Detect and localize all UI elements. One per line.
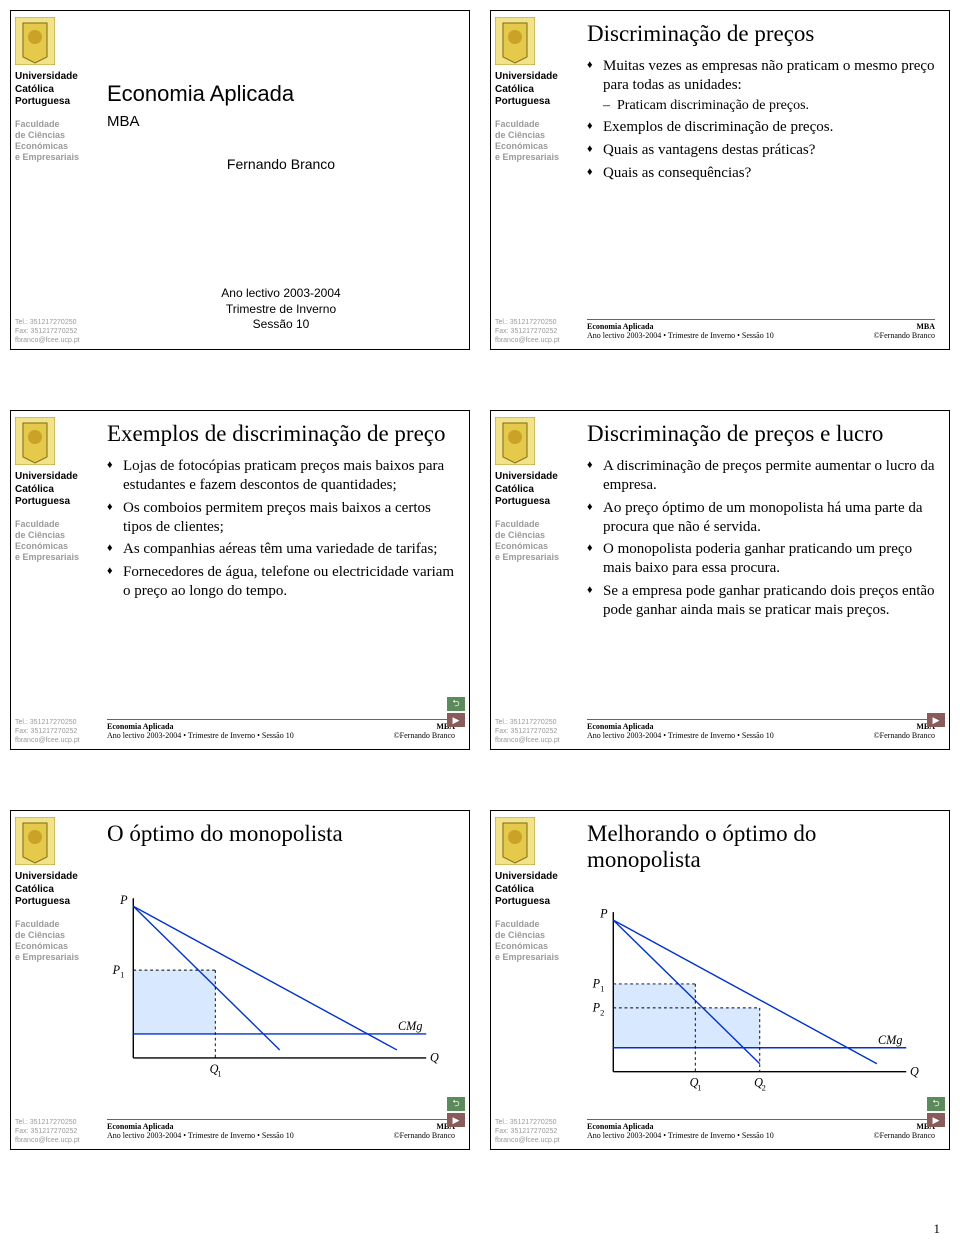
bullet-item: Se a empresa pode ganhar praticando dois…	[587, 582, 935, 620]
cover-subtitle: MBA	[107, 113, 455, 130]
sidebar: UniversidadeCatólicaPortuguesa Faculdade…	[491, 811, 577, 1149]
bullet-item: Ao preço óptimo de um monopolista há uma…	[587, 499, 935, 537]
faculty-name: Faculdadede CiênciasEconómicase Empresar…	[495, 519, 559, 564]
slide-footer: Economia AplicadaAno lectivo 2003-2004 •…	[107, 719, 455, 741]
sidebar: UniversidadeCatólicaPortuguesa Faculdade…	[11, 811, 97, 1149]
chart-svg: PQP1Q1CMg	[107, 857, 445, 1112]
slide-main: Exemplos de discriminação de preço Lojas…	[97, 411, 469, 749]
monopolist-chart: PQP1Q1CMg	[107, 857, 445, 1112]
sub-bullet-item: Praticam discriminação de preços.	[603, 97, 935, 115]
svg-text:CMg: CMg	[878, 1033, 902, 1047]
bullet-list: Muitas vezes as empresas não praticam o …	[587, 57, 935, 186]
bullet-list: Lojas de fotocópias praticam preços mais…	[107, 457, 455, 604]
faculty-name: Faculdadede CiênciasEconómicase Empresar…	[15, 519, 79, 564]
university-crest-icon	[495, 817, 535, 865]
bullet-list: A discriminação de preços permite aument…	[587, 457, 935, 623]
bullet-item: Quais as consequências?	[587, 164, 935, 183]
slide-main: O óptimo do monopolista PQP1Q1CMg ⮌ ▶ Ec…	[97, 811, 469, 1149]
slide-melhorando-optimo: UniversidadeCatólicaPortuguesa Faculdade…	[490, 810, 950, 1150]
slide-title: O óptimo do monopolista	[107, 821, 455, 847]
nav-back-button[interactable]: ⮌	[447, 1097, 465, 1111]
slide-title: Discriminação de preços e lucro	[587, 421, 935, 447]
university-crest-icon	[15, 817, 55, 865]
bullet-item: Exemplos de discriminação de preços.	[587, 118, 935, 137]
cover-author: Fernando Branco	[107, 156, 455, 172]
faculty-name: Faculdade de Ciências Económicas e Empre…	[15, 119, 79, 164]
slide-exemplos: UniversidadeCatólicaPortuguesa Faculdade…	[10, 410, 470, 750]
nav-forward-button[interactable]: ▶	[447, 713, 465, 727]
slide-optimo-monopolista: UniversidadeCatólicaPortuguesa Faculdade…	[10, 810, 470, 1150]
bullet-item: As companhias aéreas têm uma variedade d…	[107, 540, 455, 559]
slide-main: Melhorando o óptimo do monopolista PQP1P…	[577, 811, 949, 1149]
svg-text:P: P	[599, 907, 608, 921]
svg-text:1: 1	[120, 970, 124, 980]
contact-info: Tel.: 351217270250Fax: 351217270252fbran…	[495, 1118, 560, 1145]
svg-text:P: P	[119, 893, 128, 907]
chart-svg: PQP1P2Q1Q2CMg	[587, 884, 925, 1113]
university-crest-icon	[495, 17, 535, 65]
slide-title: Melhorando o óptimo do monopolista	[587, 821, 935, 874]
faculty-name: Faculdadede CiênciasEconómicase Empresar…	[495, 919, 559, 964]
university-crest-icon	[15, 417, 55, 465]
svg-text:Q: Q	[910, 1064, 919, 1078]
faculty-name: Faculdadede CiênciasEconómicase Empresar…	[15, 919, 79, 964]
slide-footer: Economia AplicadaAno lectivo 2003-2004 •…	[587, 319, 935, 341]
nav-back-button[interactable]: ⮌	[447, 697, 465, 711]
slide-footer: Economia AplicadaAno lectivo 2003-2004 •…	[587, 1119, 935, 1141]
university-name: UniversidadeCatólicaPortuguesa	[495, 71, 558, 109]
sidebar: UniversidadeCatólicaPortuguesa Faculdade…	[11, 411, 97, 749]
page-number: 1	[934, 1221, 941, 1237]
slide-main: Discriminação de preços e lucro A discri…	[577, 411, 949, 749]
contact-info: Tel.: 351217270250Fax: 351217270252fbran…	[495, 718, 560, 745]
bullet-item: O monopolista poderia ganhar praticando …	[587, 540, 935, 578]
svg-text:Q: Q	[430, 1051, 439, 1065]
bullet-item: Quais as vantagens destas práticas?	[587, 141, 935, 160]
slide-title: Discriminação de preços	[587, 21, 935, 47]
slide-footer: Economia AplicadaAno lectivo 2003-2004 •…	[107, 1119, 455, 1141]
svg-text:2: 2	[762, 1082, 766, 1092]
sidebar: UniversidadeCatólicaPortuguesa Faculdade…	[491, 11, 577, 349]
university-name: UniversidadeCatólicaPortuguesa	[495, 871, 558, 909]
university-crest-icon	[495, 417, 535, 465]
nav-forward-button[interactable]: ▶	[927, 713, 945, 727]
sidebar: UniversidadeCatólicaPortuguesa Faculdade…	[491, 411, 577, 749]
contact-info: Tel.: 351217270250Fax: 351217270252fbran…	[15, 1118, 80, 1145]
contact-info: Tel.: 351217270250 Fax: 351217270252 fbr…	[15, 318, 80, 345]
university-name: Universidade Católica Portuguesa	[15, 71, 78, 109]
svg-text:CMg: CMg	[398, 1020, 422, 1034]
svg-text:2: 2	[600, 1007, 604, 1017]
monopolist-chart-improved: PQP1P2Q1Q2CMg	[587, 884, 925, 1113]
slide-main: Economia Aplicada MBA Fernando Branco An…	[97, 11, 469, 349]
svg-text:1: 1	[217, 1069, 221, 1079]
slide-footer: Economia AplicadaAno lectivo 2003-2004 •…	[587, 719, 935, 741]
slide-lucro: UniversidadeCatólicaPortuguesa Faculdade…	[490, 410, 950, 750]
slide-discriminacao: UniversidadeCatólicaPortuguesa Faculdade…	[490, 10, 950, 350]
bullet-item: Muitas vezes as empresas não praticam o …	[587, 57, 935, 114]
university-name: UniversidadeCatólicaPortuguesa	[495, 471, 558, 509]
contact-info: Tel.: 351217270250Fax: 351217270252fbran…	[15, 718, 80, 745]
university-name: UniversidadeCatólicaPortuguesa	[15, 471, 78, 509]
bullet-item: Lojas de fotocópias praticam preços mais…	[107, 457, 455, 495]
nav-forward-button[interactable]: ▶	[927, 1113, 945, 1127]
bullet-item: Fornecedores de água, telefone ou electr…	[107, 563, 455, 601]
cover-title: Economia Aplicada	[107, 81, 455, 107]
bullet-item: A discriminação de preços permite aument…	[587, 457, 935, 495]
svg-text:1: 1	[600, 983, 604, 993]
slide-cover: Universidade Católica Portuguesa Faculda…	[10, 10, 470, 350]
sidebar: Universidade Católica Portuguesa Faculda…	[11, 11, 97, 349]
university-name: UniversidadeCatólicaPortuguesa	[15, 871, 78, 909]
cover-session: Ano lectivo 2003-2004 Trimestre de Inver…	[107, 286, 455, 333]
university-crest-icon	[15, 17, 55, 65]
slide-handout-grid: Universidade Católica Portuguesa Faculda…	[10, 10, 950, 1150]
slide-main: Discriminação de preços Muitas vezes as …	[577, 11, 949, 349]
slide-title: Exemplos de discriminação de preço	[107, 421, 455, 447]
nav-back-button[interactable]: ⮌	[927, 1097, 945, 1111]
nav-forward-button[interactable]: ▶	[447, 1113, 465, 1127]
faculty-name: Faculdadede CiênciasEconómicase Empresar…	[495, 119, 559, 164]
contact-info: Tel.: 351217270250Fax: 351217270252fbran…	[495, 318, 560, 345]
svg-text:1: 1	[697, 1082, 701, 1092]
bullet-item: Os comboios permitem preços mais baixos …	[107, 499, 455, 537]
